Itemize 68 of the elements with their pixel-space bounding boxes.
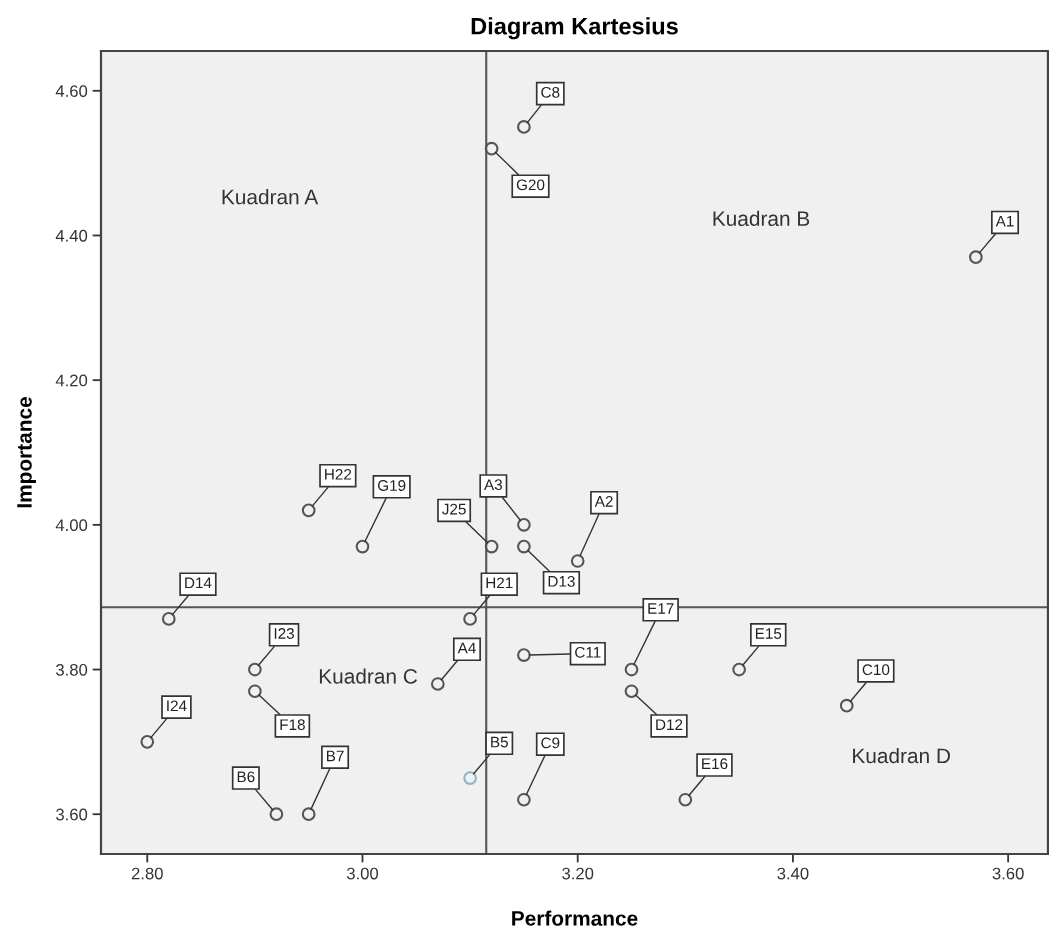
point xyxy=(517,792,531,807)
y-tick-label: 4.60 xyxy=(55,85,88,97)
annotation: G20 xyxy=(516,179,545,191)
point xyxy=(517,120,531,134)
point xyxy=(839,698,854,713)
point xyxy=(517,539,531,554)
annotation: C10 xyxy=(862,664,890,676)
y-tick-label: 3.80 xyxy=(56,663,88,676)
y-tick-label: 4.20 xyxy=(55,374,88,387)
annotation: A3 xyxy=(484,479,503,491)
point xyxy=(678,792,693,807)
point xyxy=(161,612,176,626)
annotation: Kuadran D xyxy=(853,747,950,764)
point xyxy=(301,503,316,518)
point xyxy=(570,554,585,568)
annotation: Kuadran A xyxy=(222,189,319,205)
annotation: I23 xyxy=(274,628,294,639)
point xyxy=(269,807,284,822)
annotation: D12 xyxy=(656,719,683,730)
point xyxy=(517,648,531,662)
annotation: H21 xyxy=(486,577,513,589)
point xyxy=(248,684,262,699)
y-axis-title: Importance xyxy=(17,397,36,508)
y-tick-label: 4.40 xyxy=(55,229,88,242)
point xyxy=(517,517,531,532)
annotation: C11 xyxy=(575,646,601,658)
annotation: B7 xyxy=(326,750,344,762)
annotation: F18 xyxy=(280,719,305,731)
point xyxy=(969,250,983,265)
point xyxy=(301,807,316,822)
annotation: C9 xyxy=(541,737,560,749)
y-tick-label: 3.60 xyxy=(56,808,88,821)
annotation: H22 xyxy=(325,468,352,480)
annotation: D14 xyxy=(185,577,212,589)
point xyxy=(624,684,639,699)
point xyxy=(484,141,499,156)
x-axis-title: Performance xyxy=(512,910,638,926)
point xyxy=(732,662,746,677)
annotation: B5 xyxy=(491,736,508,748)
annotation: B6 xyxy=(237,771,255,783)
x-tick-label: 3.00 xyxy=(346,867,379,880)
annotation: C8 xyxy=(541,86,560,98)
annotation: E17 xyxy=(648,603,674,614)
annotation: Kuadran C xyxy=(319,668,418,684)
point xyxy=(140,735,155,749)
point xyxy=(355,539,370,554)
annotation: Kuadran B xyxy=(713,210,810,227)
annotation: E16 xyxy=(702,758,728,770)
annotation: G19 xyxy=(377,480,406,491)
annotation: E15 xyxy=(755,628,782,639)
x-tick-label: 2.80 xyxy=(131,867,163,880)
point xyxy=(463,771,477,785)
point xyxy=(463,612,477,626)
annotation: A1 xyxy=(995,215,1014,227)
x-tick-label: 3.20 xyxy=(562,867,594,880)
annotation: D13 xyxy=(548,575,575,587)
annotation: J25 xyxy=(442,503,466,515)
point xyxy=(430,677,445,691)
point xyxy=(484,539,499,554)
point xyxy=(248,662,262,677)
y-tick-label: 4.00 xyxy=(55,519,88,532)
annotation: A2 xyxy=(594,495,613,507)
annotation: I24 xyxy=(167,700,187,712)
chart-title: Diagram Kartesius xyxy=(471,17,678,40)
point xyxy=(624,662,639,677)
x-tick-label: 3.40 xyxy=(777,867,809,880)
annotation: A4 xyxy=(457,642,476,654)
x-tick-label: 3.60 xyxy=(992,867,1024,880)
